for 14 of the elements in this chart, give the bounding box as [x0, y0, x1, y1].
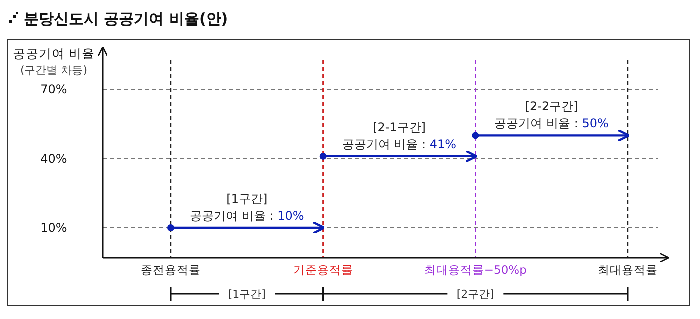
y-axis-title: 공공기여 비율 (구간별 차등): [13, 46, 95, 77]
y-tick-label: 70%: [40, 82, 68, 97]
x-tick-label: 기준용적률: [293, 263, 354, 277]
annotation: [2-2구간] 공공기여 비율 : 50%: [494, 100, 609, 131]
x-tick-label: 최대용적률−50%p: [424, 263, 527, 277]
x-tick-label: 종전용적률: [141, 263, 201, 277]
x-tick-label: 최대용적률: [598, 263, 658, 277]
chart-title: 분당신도시 공공기여 비율(안): [24, 10, 228, 28]
annotation: [2-1구간] 공공기여 비율 : 41%: [342, 120, 457, 152]
annotation: [1구간] 공공기여 비율 : 10%: [190, 192, 304, 223]
text: [1구간]: [228, 288, 266, 301]
y-tick-label: 10%: [40, 221, 68, 236]
text: [2구간]: [456, 288, 494, 301]
y-tick-label: 40%: [40, 152, 68, 166]
